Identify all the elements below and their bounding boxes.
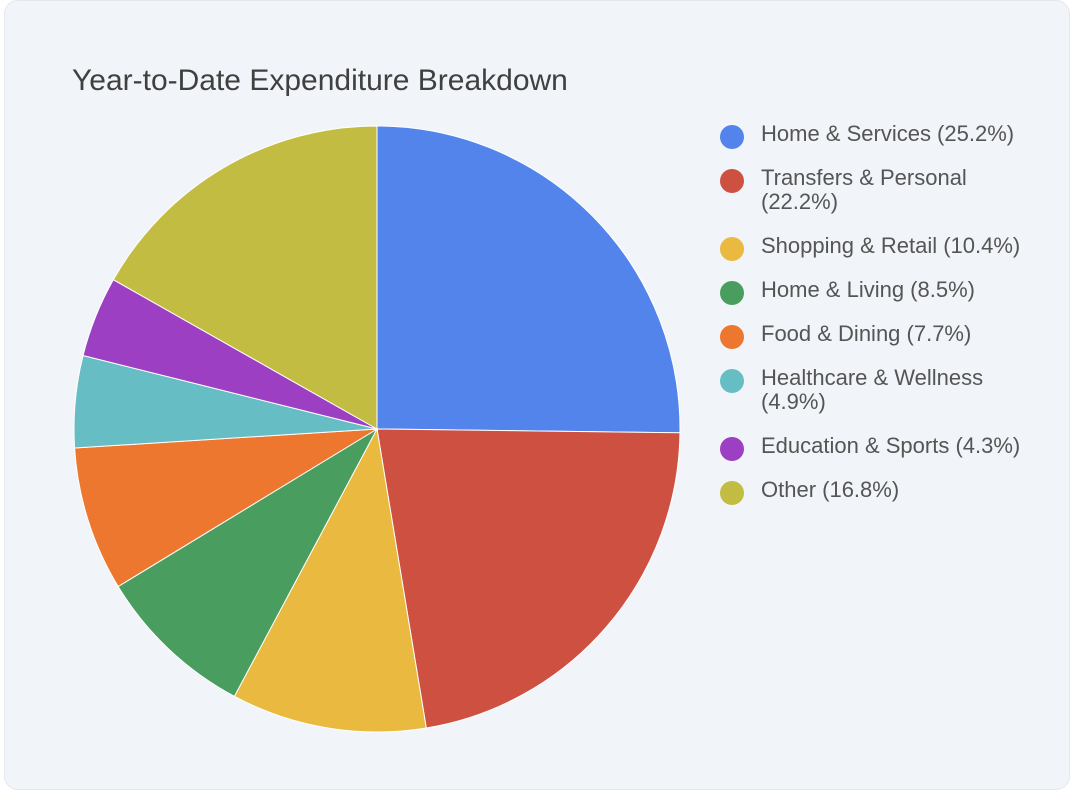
chart-title: Year-to-Date Expenditure Breakdown [72, 64, 568, 97]
pie-slice-shopping-retail[interactable] [233, 427, 427, 733]
legend-item-shopping-retail[interactable]: Shopping & Retail (10.4%) [720, 233, 1060, 261]
legend-swatch [720, 281, 744, 305]
pie-chart [73, 125, 681, 733]
legend-item-home-services[interactable]: Home & Services (25.2%) [720, 121, 1060, 149]
legend-swatch [720, 369, 744, 393]
legend-item-food-dining[interactable]: Food & Dining (7.7%) [720, 321, 1060, 349]
legend-swatch [720, 437, 744, 461]
pie-slice-home-living[interactable] [117, 427, 379, 698]
legend-label: Food & Dining (7.7%) [761, 321, 972, 346]
legend-item-transfers-personal[interactable]: Transfers & Personal (22.2%) [720, 166, 1060, 214]
legend-item-healthcare-wellness[interactable]: Healthcare & Wellness (4.9%) [720, 366, 1060, 414]
legend-swatch [720, 481, 744, 505]
chart-legend: Home & Services (25.2%) Transfers & Perso… [720, 122, 1060, 522]
legend-item-home-living[interactable]: Home & Living (8.5%) [720, 277, 1060, 305]
pie-slice-transfers-personal[interactable] [376, 428, 681, 729]
legend-label: Transfers & Personal (22.2%) [761, 165, 967, 214]
legend-label: Home & Services (25.2%) [761, 121, 1015, 146]
legend-label: Education & Sports (4.3%) [761, 433, 1021, 458]
legend-label: Shopping & Retail (10.4%) [761, 233, 1021, 258]
legend-swatch [720, 325, 744, 349]
legend-swatch [720, 125, 744, 149]
legend-item-education-sports[interactable]: Education & Sports (4.3%) [720, 433, 1060, 461]
legend-label: Home & Living (8.5%) [761, 277, 975, 302]
pie-slice-home-services[interactable] [376, 125, 681, 434]
legend-swatch [720, 169, 744, 193]
pie-slice-food-dining[interactable] [74, 428, 378, 588]
legend-swatch [720, 237, 744, 261]
legend-item-other[interactable]: Other (16.8%) [720, 477, 1060, 505]
pie-slice-other[interactable] [112, 125, 378, 430]
legend-label: Other (16.8%) [761, 477, 900, 502]
legend-label: Healthcare & Wellness (4.9%) [761, 365, 984, 414]
